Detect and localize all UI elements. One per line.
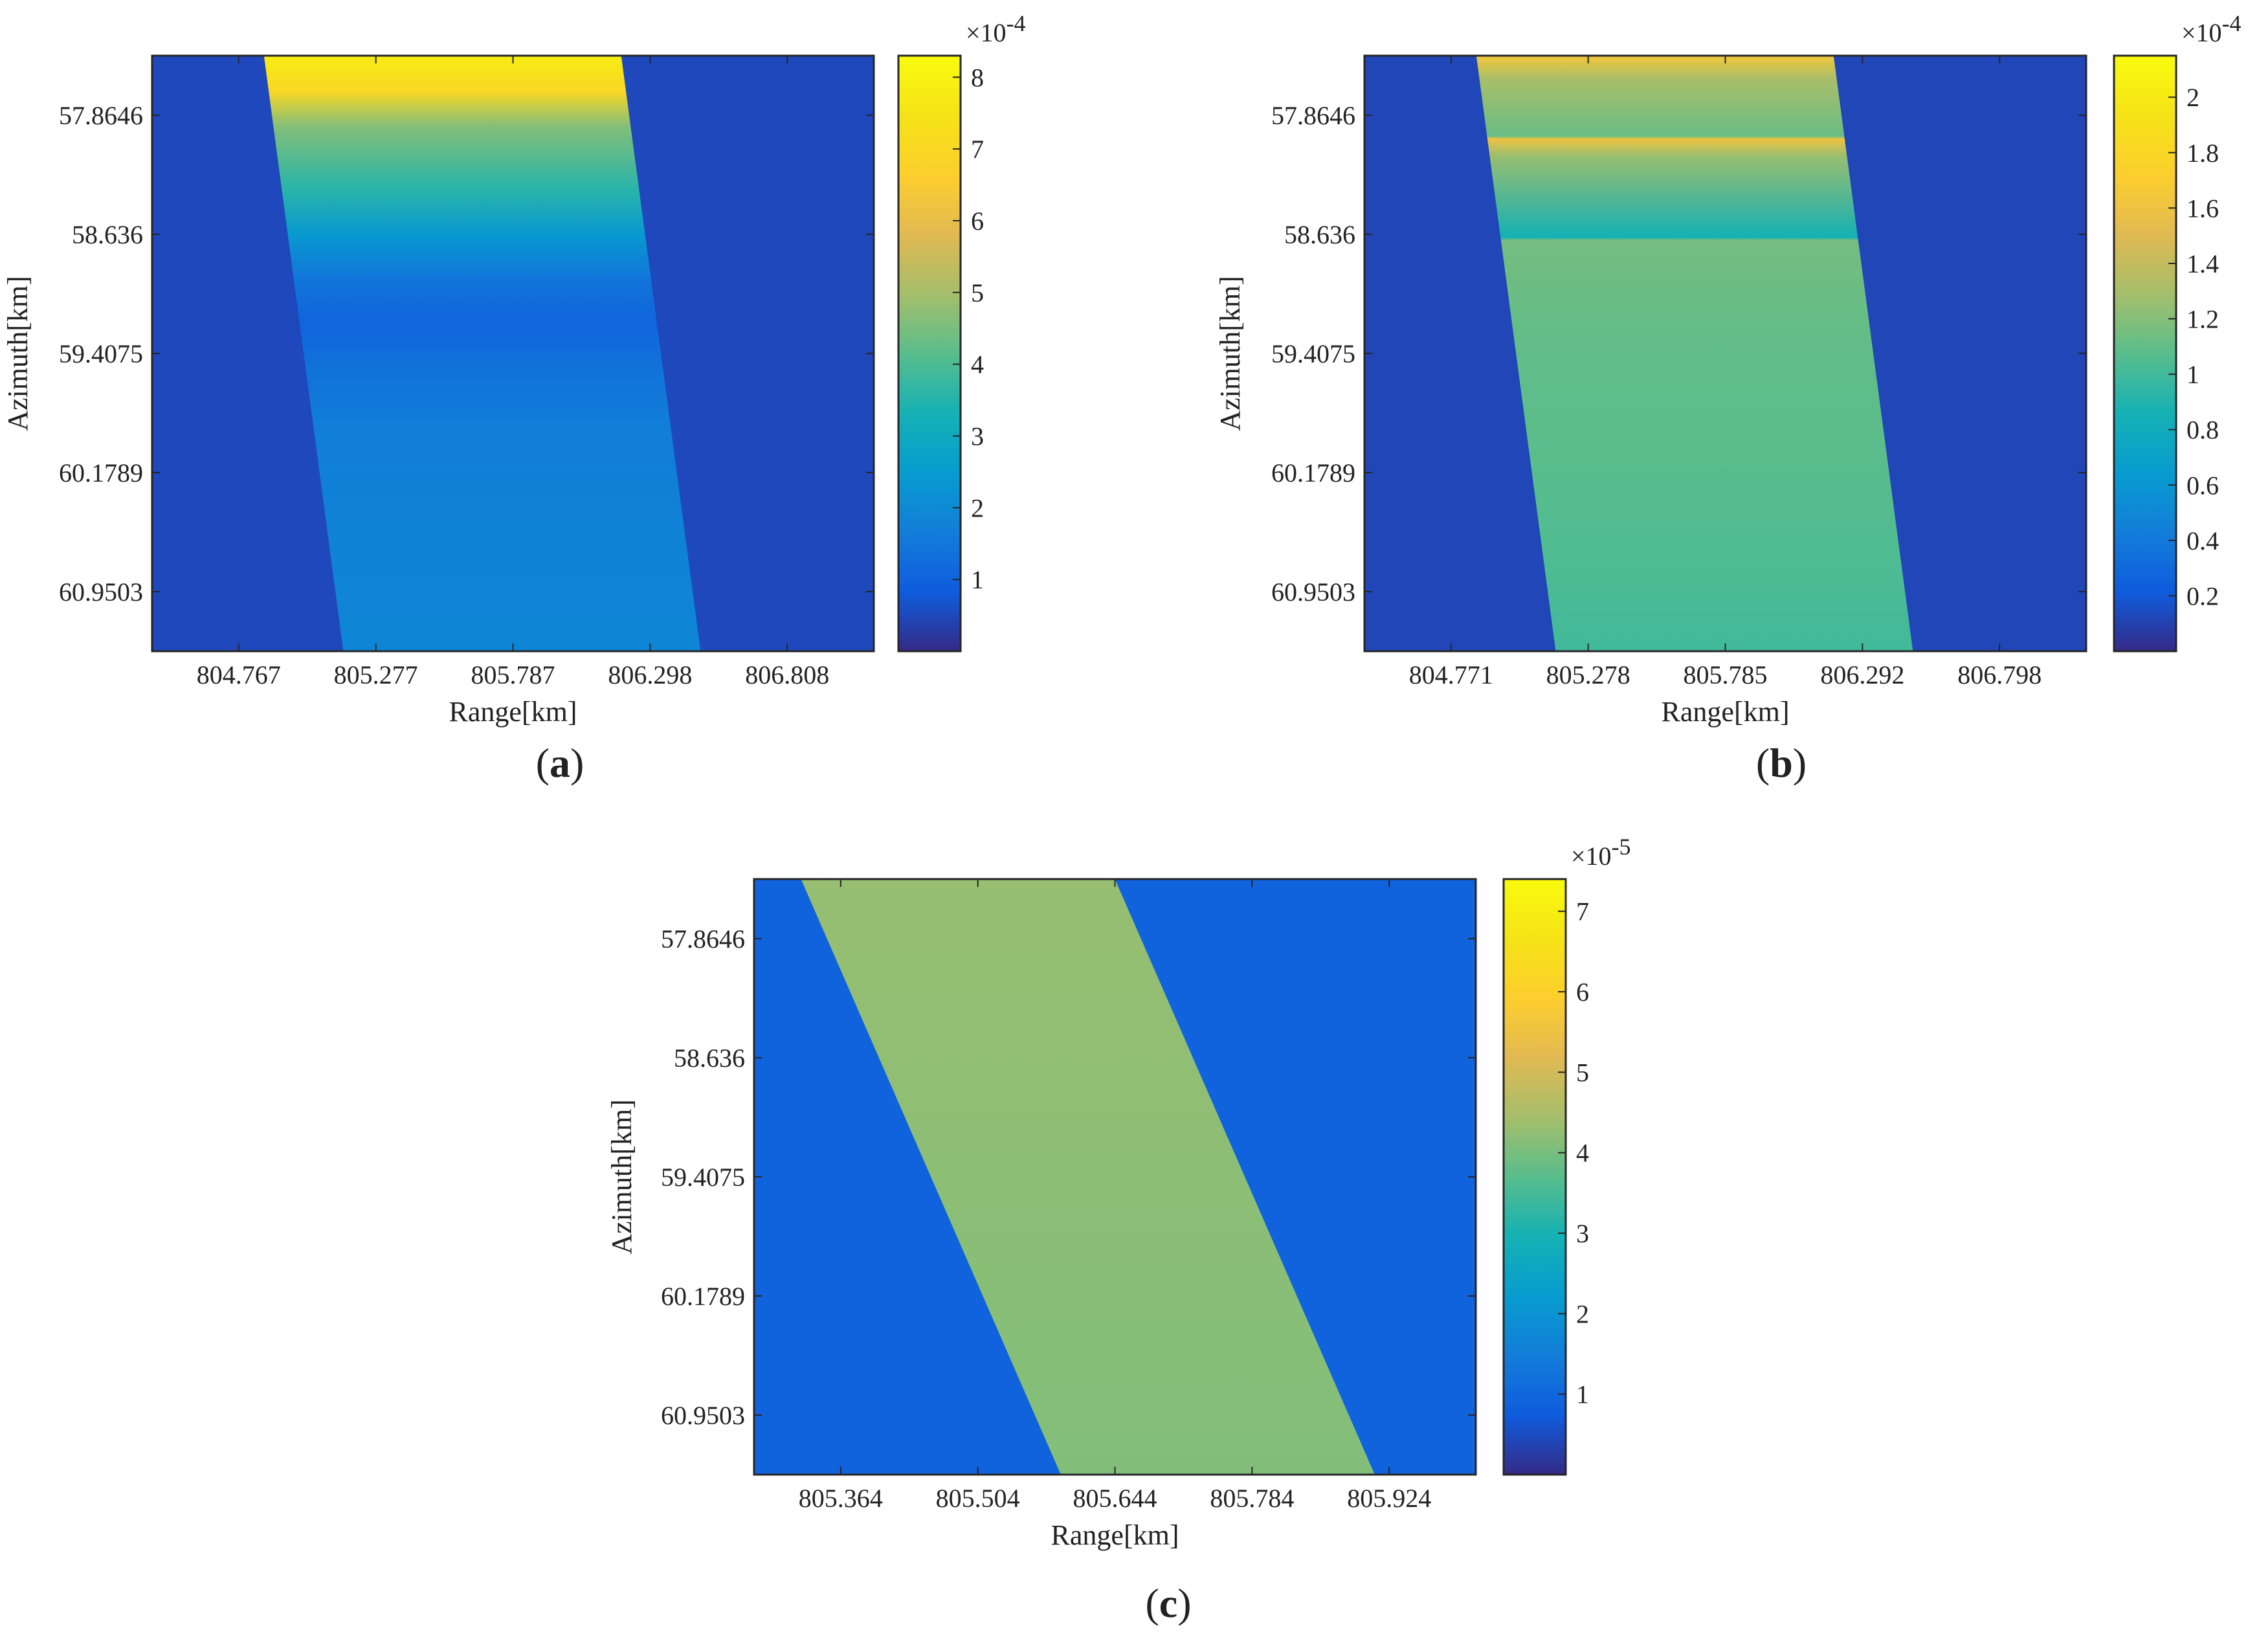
- colorbar: [1504, 879, 1566, 1475]
- colorbar-tick-label: 6: [971, 206, 984, 236]
- colorbar-tick-label: 3: [1576, 1219, 1589, 1248]
- y-tick-label: 58.636: [674, 1044, 745, 1073]
- y-tick-label: 58.636: [1284, 220, 1355, 249]
- colorbar-tick-label: 0.8: [2187, 416, 2219, 445]
- y-tick-label: 60.9503: [1271, 577, 1355, 607]
- y-tick-label: 59.4075: [1271, 339, 1355, 368]
- colorbar: [2114, 56, 2176, 651]
- x-tick-label: 806.808: [745, 660, 829, 689]
- panel-b-xlabel: Range[km]: [1662, 696, 1790, 728]
- panel-c: Range[km] Azimuth[km] ×10-5 (c) 805.364 8…: [606, 834, 1631, 1626]
- x-tick-label: 805.504: [936, 1484, 1020, 1513]
- panel-c-colorbar-multiplier: ×10-5: [1571, 834, 1631, 871]
- colorbar-tick-label: 7: [971, 135, 984, 164]
- x-tick-label: 805.924: [1347, 1484, 1431, 1513]
- y-tick-label: 57.8646: [1271, 101, 1355, 130]
- colorbar-tick-label: 1: [971, 565, 984, 594]
- colorbar-tick-label: 4: [1576, 1139, 1589, 1168]
- x-tick-label: 804.767: [197, 660, 281, 689]
- colorbar-frame: [1502, 878, 1567, 1476]
- colorbar-tick-label: 1.6: [2187, 194, 2219, 223]
- panel-b-colorbar-multiplier: ×10-4: [2181, 10, 2242, 47]
- colorbar-tick-label: 0.2: [2187, 581, 2219, 610]
- x-tick-label: 806.292: [1820, 660, 1904, 689]
- colorbar-tick-label: 5: [1576, 1058, 1589, 1087]
- colorbar-frame: [897, 54, 962, 653]
- y-tick-label: 59.4075: [661, 1163, 745, 1192]
- colorbar-tick-label: 2: [1576, 1299, 1589, 1328]
- y-tick-label: 60.1789: [661, 1282, 745, 1311]
- x-tick-label: 805.644: [1073, 1484, 1157, 1513]
- colorbar-tick-label: 1.4: [2187, 249, 2219, 278]
- colorbar-tick-label: 7: [1576, 897, 1589, 926]
- x-tick-label: 805.364: [799, 1484, 883, 1513]
- y-tick-label: 59.4075: [59, 339, 143, 368]
- panel-c-ylabel: Azimuth[km]: [606, 1099, 638, 1255]
- colorbar: [898, 56, 961, 651]
- panel-b-label: (b): [1756, 740, 1807, 786]
- x-tick-label: 805.277: [334, 660, 418, 689]
- y-tick-label: 60.1789: [59, 458, 143, 487]
- x-tick-label: 805.785: [1684, 660, 1768, 689]
- x-tick-label: 805.278: [1546, 660, 1630, 689]
- y-tick-label: 60.9503: [59, 577, 143, 607]
- panel-a-colorbar-multiplier: ×10-4: [966, 10, 1026, 47]
- colorbar-tick-label: 2: [2187, 83, 2199, 112]
- colorbar-tick-label: 0.4: [2187, 526, 2219, 555]
- x-tick-label: 806.298: [608, 660, 692, 689]
- panel-a-label: (a): [536, 740, 584, 786]
- y-tick-label: 57.8646: [661, 924, 745, 954]
- panel-c-label: (c): [1145, 1580, 1191, 1626]
- colorbar-tick-label: 1: [1576, 1380, 1589, 1409]
- y-tick-label: 60.9503: [661, 1401, 745, 1430]
- y-tick-label: 57.8646: [59, 101, 143, 130]
- panel-a-xlabel: Range[km]: [449, 696, 577, 728]
- colorbar-frame: [2113, 54, 2177, 653]
- panel-b: Range[km] Azimuth[km] ×10-4 (b) 804.771 8…: [1214, 10, 2242, 786]
- x-tick-label: 805.784: [1210, 1484, 1294, 1513]
- signal-strip: [263, 56, 701, 651]
- signal-strip: [1476, 56, 1913, 651]
- y-tick-label: 58.636: [72, 220, 143, 249]
- colorbar-tick-label: 1.2: [2187, 305, 2219, 334]
- colorbar-tick-label: 1.8: [2187, 139, 2219, 168]
- colorbar-tick-label: 6: [1576, 977, 1589, 1007]
- signal-strip: [801, 879, 1375, 1475]
- panel-b-ylabel: Azimuth[km]: [1214, 276, 1246, 431]
- colorbar-tick-label: 8: [971, 63, 984, 92]
- y-tick-label: 60.1789: [1271, 458, 1355, 487]
- colorbar-tick-label: 2: [971, 493, 984, 522]
- panel-c-xlabel: Range[km]: [1051, 1519, 1179, 1551]
- colorbar-tick-label: 0.6: [2187, 471, 2219, 500]
- panel-a: Range[km] Azimuth[km] ×10-4 (a) 804.767 8…: [2, 10, 1026, 786]
- colorbar-tick-label: 1: [2187, 360, 2199, 389]
- colorbar-tick-label: 3: [971, 421, 984, 451]
- x-tick-label: 806.798: [1957, 660, 2042, 689]
- colorbar-tick-label: 4: [971, 350, 984, 379]
- x-tick-label: 804.771: [1409, 660, 1493, 689]
- panel-a-ylabel: Azimuth[km]: [2, 276, 34, 431]
- colorbar-tick-label: 5: [971, 278, 984, 307]
- x-tick-label: 805.787: [471, 660, 555, 689]
